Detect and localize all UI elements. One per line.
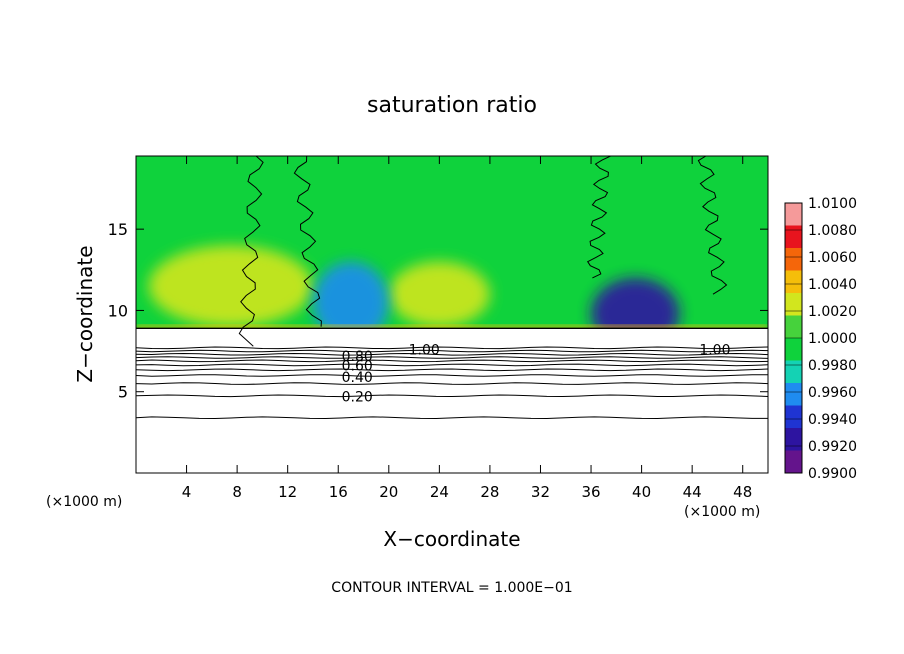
contour-label: 0.40 bbox=[342, 370, 373, 386]
colorbar-swatch bbox=[785, 270, 802, 294]
colorbar-label: 1.0000 bbox=[808, 331, 857, 347]
y-axis: 5 10 15 bbox=[108, 220, 768, 402]
x-tick-label: 4 bbox=[182, 483, 192, 501]
colorbar-swatch bbox=[785, 360, 802, 384]
x-unit-right: (×1000 m) bbox=[684, 504, 760, 520]
x-tick-label: 48 bbox=[733, 483, 752, 501]
y-axis-label: Z−coordinate bbox=[73, 245, 97, 382]
x-tick-label: 44 bbox=[683, 483, 702, 501]
field-region-supersaturated-band-x2-14 bbox=[148, 245, 313, 327]
x-tick-label: 12 bbox=[278, 483, 297, 501]
contour-line-9 bbox=[136, 394, 768, 398]
chart-title: saturation ratio bbox=[367, 93, 537, 118]
contour-line-7 bbox=[136, 374, 768, 377]
contour-label: 0.60 bbox=[342, 359, 373, 375]
field-region-subsaturated-x14-20 bbox=[312, 261, 389, 343]
colorbar-swatch bbox=[785, 225, 802, 249]
contour-line-3 bbox=[136, 356, 768, 359]
contour-vertical-0 bbox=[238, 156, 264, 347]
x-tick-label: 40 bbox=[632, 483, 651, 501]
colorbar-label: 1.0040 bbox=[808, 277, 857, 293]
colorbar-label: 0.9980 bbox=[808, 358, 857, 374]
below-cloud-region bbox=[136, 328, 768, 473]
contour-vertical-2 bbox=[586, 156, 611, 279]
plot-area bbox=[136, 156, 768, 473]
contour-line-4 bbox=[136, 359, 768, 363]
field-region-supersaturated-band-x20-28 bbox=[388, 261, 490, 327]
contour-line-2 bbox=[136, 352, 768, 356]
x-tick-label: 8 bbox=[232, 483, 242, 501]
colorbar-swatch bbox=[785, 293, 802, 316]
colorbar-swatch bbox=[785, 428, 802, 451]
x-unit-left: (×1000 m) bbox=[46, 494, 122, 510]
contour-line-5 bbox=[136, 363, 768, 367]
colorbar-label: 0.9920 bbox=[808, 439, 857, 455]
contour-label: 1.00 bbox=[699, 342, 730, 358]
colorbar-label: 0.9960 bbox=[808, 385, 857, 401]
x-tick-label: 36 bbox=[581, 483, 600, 501]
colorbar-label: 1.0060 bbox=[808, 250, 857, 266]
colorbar-swatch bbox=[785, 315, 802, 339]
colorbar-label: 1.0080 bbox=[808, 223, 857, 239]
colorbar-label: 0.9940 bbox=[808, 412, 857, 428]
x-tick-label: 24 bbox=[430, 483, 449, 501]
y-tick-label: 5 bbox=[118, 383, 128, 402]
saturation-field bbox=[136, 156, 768, 473]
contour-line-1 bbox=[136, 349, 768, 353]
colorbar-label: 1.0100 bbox=[808, 196, 857, 212]
contour-vertical-3 bbox=[697, 156, 728, 295]
x-tick-label: 20 bbox=[379, 483, 398, 501]
colorbar-swatch bbox=[785, 405, 802, 429]
colorbar-label: 1.0020 bbox=[808, 304, 857, 320]
contour-line-0 bbox=[136, 346, 768, 350]
colorbar-swatch bbox=[785, 203, 802, 226]
contour-label: 0.80 bbox=[342, 349, 373, 365]
colorbar-label: 0.9900 bbox=[808, 466, 857, 482]
x-axis-label: X−coordinate bbox=[383, 527, 520, 551]
cloud-base-layer bbox=[136, 325, 768, 330]
contour-vertical-1 bbox=[293, 156, 322, 327]
x-axis: 4 8 12 16 20 24 28 32 36 40 44 48 bbox=[182, 156, 752, 501]
contour-line-10 bbox=[136, 416, 768, 420]
colorbar-swatch bbox=[785, 338, 802, 361]
contour-labels: 1.00 1.00 0.800.600.40 0.20 bbox=[342, 342, 731, 405]
contour-label: 0.20 bbox=[342, 390, 373, 406]
y-tick-label: 10 bbox=[108, 301, 128, 320]
contour-lines bbox=[136, 156, 768, 420]
colorbar: 1.0100 1.0080 1.0060 1.0040 1.0020 1.0000 0.99… bbox=[784, 196, 857, 482]
contour-label: 1.00 bbox=[409, 342, 440, 358]
colorbar-swatch bbox=[785, 450, 802, 474]
contour-line-8 bbox=[136, 382, 768, 385]
x-tick-label: 16 bbox=[329, 483, 348, 501]
contour-interval-note: CONTOUR INTERVAL = 1.000E−01 bbox=[331, 580, 572, 596]
colorbar-swatch bbox=[785, 248, 802, 271]
contour-line-6 bbox=[136, 368, 768, 372]
colorbar-swatch bbox=[785, 383, 802, 406]
x-tick-label: 28 bbox=[480, 483, 499, 501]
x-tick-label: 32 bbox=[531, 483, 550, 501]
y-tick-label: 15 bbox=[108, 220, 128, 239]
plot-frame bbox=[135, 155, 769, 474]
